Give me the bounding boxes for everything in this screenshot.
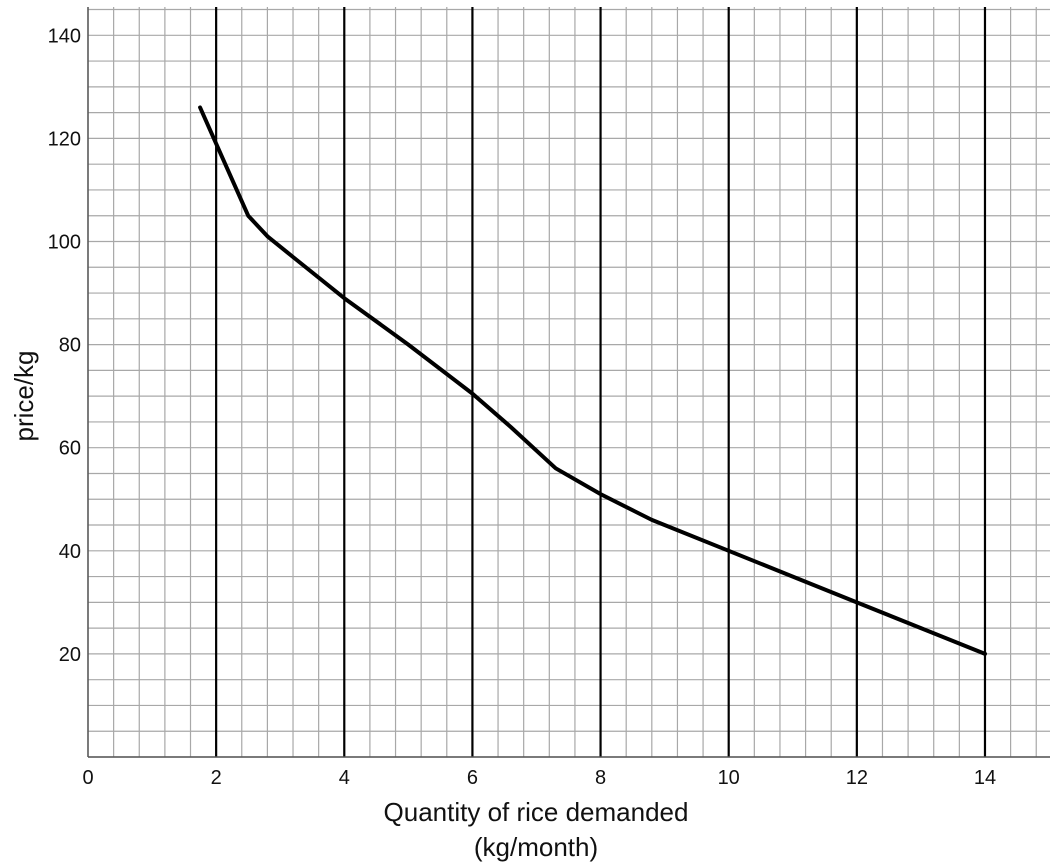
y-tick-labels: 20 40 60 80 100 120 140: [48, 25, 81, 666]
y-tick-label: 140: [48, 25, 81, 47]
y-tick-label: 120: [48, 128, 81, 150]
x-axis-title-line1: Quantity of rice demanded: [384, 797, 689, 827]
y-tick-label: 20: [59, 644, 81, 666]
x-tick-label: 4: [339, 767, 350, 789]
x-tick-label: 6: [467, 767, 478, 789]
series-layer: [198, 105, 987, 656]
y-tick-label: 80: [59, 335, 81, 357]
x-tick-label: 10: [718, 767, 740, 789]
demand-curve: [198, 105, 987, 656]
x-axis-title-line2: (kg/month): [474, 832, 598, 862]
x-tick-label: 2: [211, 767, 222, 789]
x-tick-label: 12: [846, 767, 868, 789]
axes: [87, 7, 1050, 758]
x-tick-labels: 0 2 4 6 8 10 12 14: [82, 767, 996, 789]
minor-grid: [87, 7, 1050, 758]
y-tick-label: 100: [48, 232, 81, 254]
y-tick-label: 40: [59, 541, 81, 563]
x-tick-label: 0: [82, 767, 93, 789]
major-grid: [215, 7, 987, 757]
y-axis-title: price/kg: [9, 350, 39, 441]
x-tick-label: 14: [974, 767, 996, 789]
x-tick-label: 8: [595, 767, 606, 789]
y-tick-label: 60: [59, 438, 81, 460]
